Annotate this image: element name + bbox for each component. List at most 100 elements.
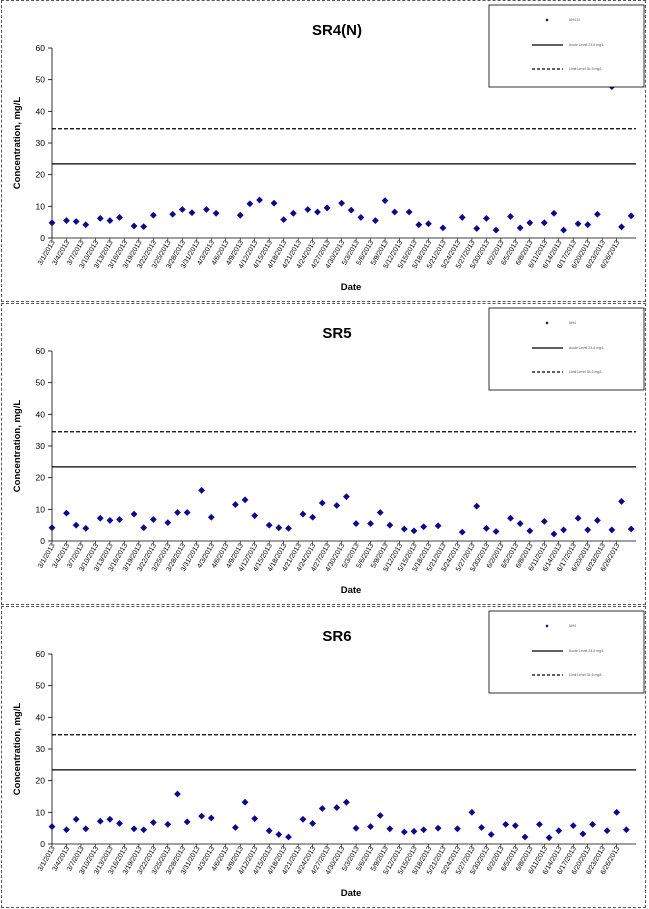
data-point <box>63 826 70 834</box>
data-point <box>72 815 80 823</box>
data-point <box>130 222 138 230</box>
data-point <box>343 798 350 806</box>
data-point <box>314 208 321 216</box>
y-tick-label: 40 <box>36 409 46 419</box>
data-point <box>584 221 592 229</box>
data-point <box>560 526 568 534</box>
data-point <box>613 808 621 816</box>
data-point <box>289 209 297 217</box>
data-point <box>415 221 423 229</box>
data-point <box>130 825 138 833</box>
legend-label: Acute Level 23.4 mg/L <box>569 43 604 47</box>
data-point <box>174 509 181 516</box>
data-point <box>502 820 510 828</box>
data-point <box>347 206 355 214</box>
data-point <box>270 199 278 207</box>
data-point <box>584 526 592 534</box>
y-tick-label: 0 <box>40 536 45 546</box>
y-tick-label: 20 <box>36 473 46 483</box>
legend-label: NH4 <box>569 624 576 628</box>
data-point <box>207 513 215 521</box>
data-point <box>63 217 70 224</box>
data-point <box>265 827 273 835</box>
data-point <box>550 530 558 538</box>
data-point <box>492 528 500 535</box>
y-tick-label: 40 <box>36 106 46 116</box>
data-point <box>478 824 485 831</box>
data-point <box>174 790 181 798</box>
data-point <box>183 818 191 826</box>
legend: NH4 Acute Level 23.4 mg/L Limit Level 34.5… <box>488 307 645 391</box>
data-point <box>367 520 374 527</box>
data-point <box>140 826 148 834</box>
legend-label: Limit Level 34.5 mg/L <box>569 673 602 677</box>
data-point <box>285 524 292 532</box>
data-point <box>386 825 394 833</box>
data-point <box>540 219 548 227</box>
data-point <box>96 817 104 825</box>
data-point <box>48 524 56 532</box>
data-point <box>608 526 616 534</box>
legend: NH4-N Acute Level 23.4 mg/L Limit Level 34… <box>488 4 645 88</box>
data-point <box>400 828 408 836</box>
data-point <box>579 830 587 838</box>
legend-label: Acute Level 23.4 mg/L <box>569 649 604 653</box>
data-point <box>232 501 239 508</box>
data-point <box>589 820 596 828</box>
data-point <box>198 486 206 494</box>
legend-label: Limit Level 34.5 mg/L <box>569 67 602 71</box>
data-point <box>309 820 317 827</box>
y-tick-label: 60 <box>36 346 46 356</box>
y-tick-label: 20 <box>36 170 46 180</box>
chart-title: SR5 <box>322 325 351 342</box>
data-point <box>299 510 307 518</box>
data-point <box>352 824 360 832</box>
data-point <box>434 522 442 530</box>
data-point <box>376 812 384 819</box>
y-tick-label: 30 <box>36 441 46 451</box>
data-point <box>198 812 206 820</box>
data-point <box>96 514 104 522</box>
data-point <box>627 212 635 220</box>
legend-box <box>488 4 645 88</box>
data-point <box>48 823 56 830</box>
data-point <box>560 226 568 234</box>
legend-label: Acute Level 23.4 mg/L <box>569 346 604 350</box>
data-point <box>555 827 563 835</box>
y-tick-label: 50 <box>36 378 46 388</box>
data-point <box>439 224 447 232</box>
chart-title: SR4(N) <box>312 22 362 39</box>
legend-marker <box>545 18 549 22</box>
data-point <box>371 217 379 224</box>
y-axis-title: Concentration, mg/L <box>12 400 23 493</box>
legend-marker <box>545 321 549 325</box>
data-point <box>106 517 114 524</box>
data-point <box>82 221 90 229</box>
chart-title: SR6 <box>322 628 351 645</box>
data-point <box>299 815 307 823</box>
data-point <box>232 824 239 831</box>
chart-svg: SR601020304050603/1/20133/4/20133/7/2013… <box>12 610 645 899</box>
legend-label: Limit Level 34.5 mg/L <box>569 370 602 374</box>
x-axis-title: Date <box>341 585 362 596</box>
data-point <box>318 805 326 812</box>
y-tick-label: 60 <box>36 43 46 53</box>
data-point <box>275 524 283 532</box>
data-point <box>454 825 461 833</box>
data-point <box>482 524 490 532</box>
data-point <box>507 514 514 522</box>
data-point <box>434 824 442 832</box>
data-point <box>343 493 350 501</box>
data-point <box>618 498 625 505</box>
data-point <box>241 798 249 806</box>
data-point <box>82 524 90 532</box>
data-point <box>569 822 577 830</box>
data-point <box>72 218 80 225</box>
data-point <box>203 206 210 213</box>
data-point <box>149 819 157 826</box>
data-point <box>285 833 292 841</box>
data-point <box>106 217 114 224</box>
data-point <box>516 224 524 232</box>
data-point <box>540 517 548 525</box>
